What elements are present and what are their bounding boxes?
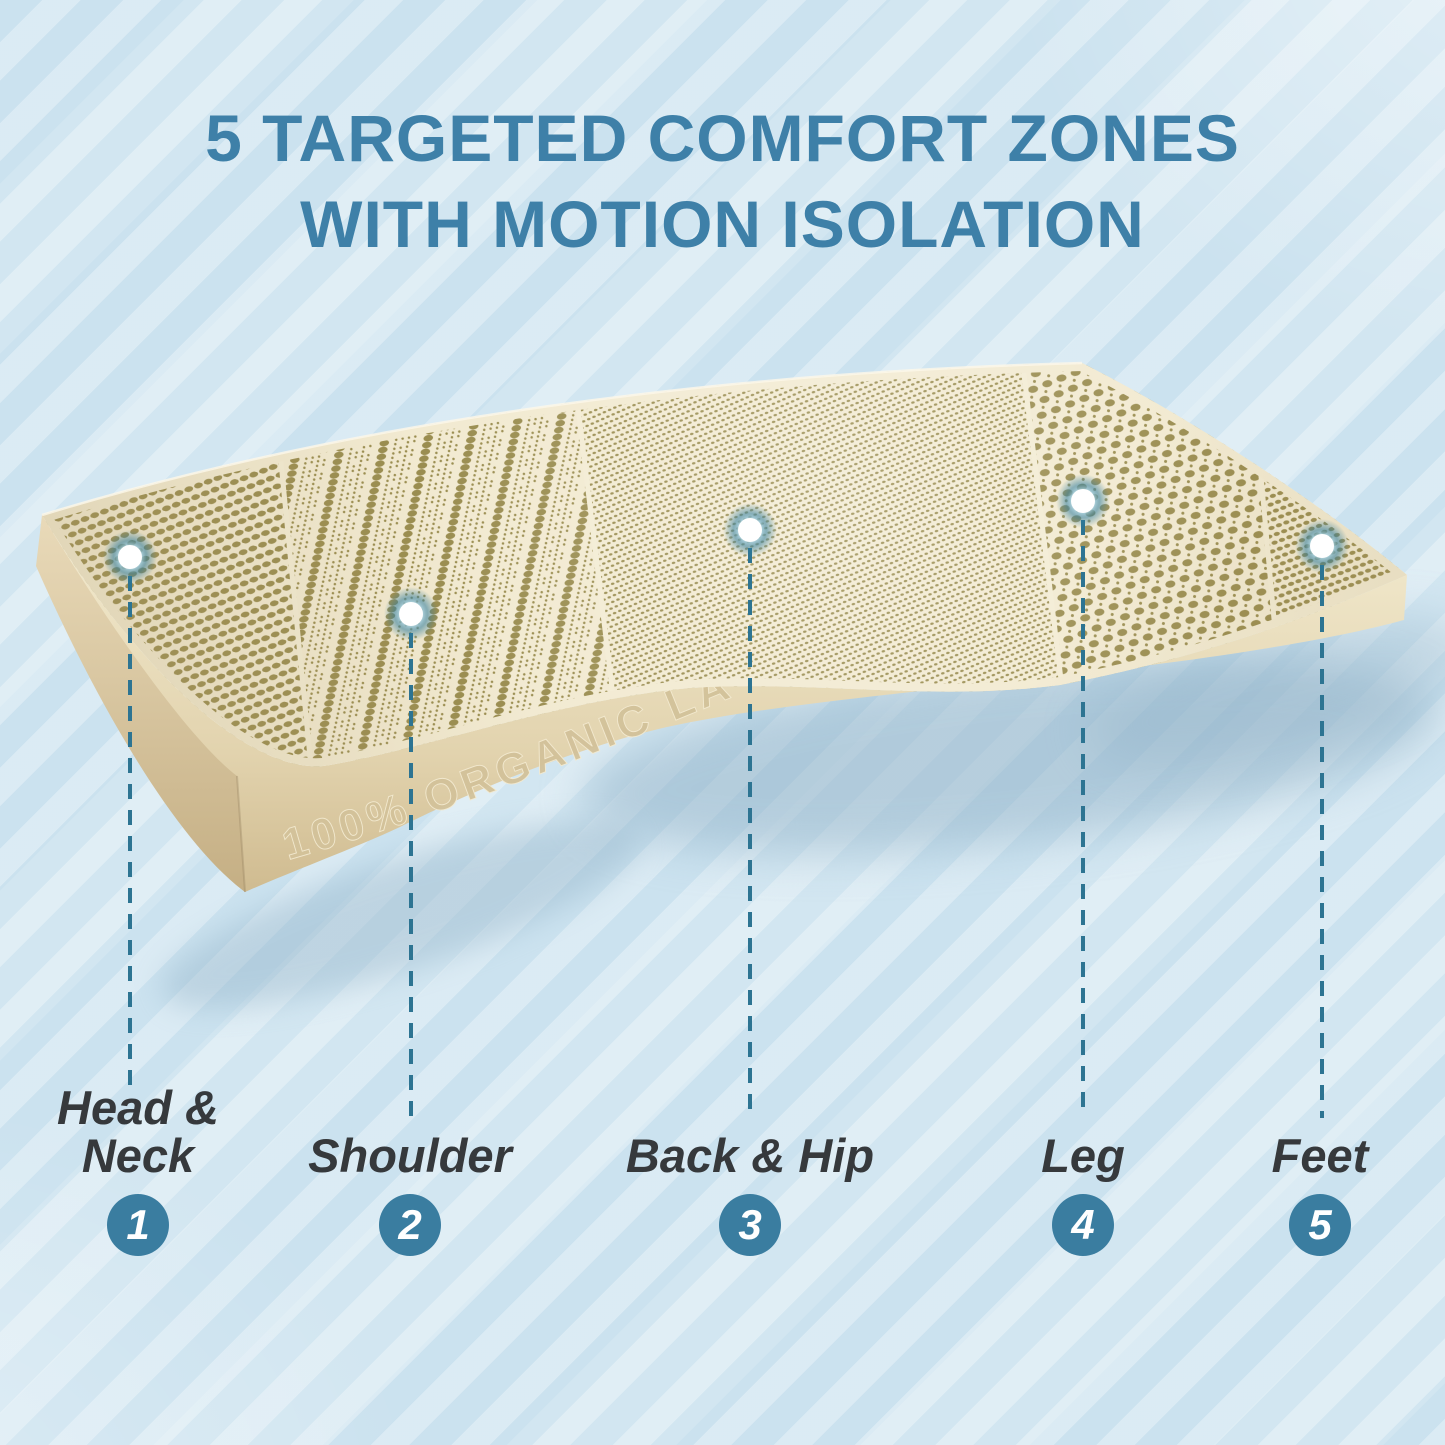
zone-name: Head & Neck bbox=[57, 1081, 219, 1183]
zone-number: 2 bbox=[398, 1201, 422, 1248]
mattress-shadow bbox=[161, 614, 1445, 1009]
zone-label-feet: Feet 5 bbox=[1170, 1086, 1445, 1296]
zone-number-badge: 3 bbox=[719, 1194, 781, 1256]
zone-label-leg: Leg 4 bbox=[933, 1086, 1233, 1296]
zone-number: 5 bbox=[1308, 1201, 1332, 1248]
zone-name: Back & Hip bbox=[626, 1086, 874, 1180]
zone-name: Feet bbox=[1272, 1086, 1369, 1180]
zone-marker-1 bbox=[103, 530, 157, 584]
zone-marker-3 bbox=[723, 503, 777, 557]
zone-label-head-neck: Head & Neck 1 bbox=[0, 1081, 288, 1296]
zone-name-line: Neck bbox=[81, 1129, 195, 1183]
zone-number-badge: 4 bbox=[1052, 1194, 1114, 1256]
zone-name: Leg bbox=[1041, 1086, 1125, 1180]
title-line-1: 5 TARGETED COMFORT ZONES bbox=[205, 101, 1240, 175]
mattress-end-face bbox=[36, 515, 245, 892]
zone-number-badge: 2 bbox=[379, 1194, 441, 1256]
zone-name-line: Leg bbox=[1041, 1129, 1125, 1183]
zone-name-line: Back & Hip bbox=[625, 1129, 875, 1183]
zone-name-line: Feet bbox=[1271, 1129, 1369, 1183]
zone-number: 1 bbox=[126, 1201, 150, 1248]
zone-number: 3 bbox=[738, 1201, 762, 1248]
zone-number-badge: 1 bbox=[107, 1194, 169, 1256]
zone-marker-5 bbox=[1295, 519, 1349, 573]
zone-label-back-hip: Back & Hip 3 bbox=[600, 1086, 900, 1296]
zone-marker-2 bbox=[384, 587, 438, 641]
zone-marker-4 bbox=[1056, 474, 1110, 528]
zone-name-line: Shoulder bbox=[308, 1129, 512, 1183]
zone-label-shoulder: Shoulder 2 bbox=[260, 1086, 560, 1296]
zone-name-line: Head & bbox=[57, 1081, 219, 1135]
title-line-2: WITH MOTION ISOLATION bbox=[300, 186, 1145, 261]
zone-markers bbox=[103, 474, 1349, 641]
zone-name: Shoulder bbox=[308, 1086, 512, 1180]
zone-number-badge: 5 bbox=[1289, 1194, 1351, 1256]
callout-lines bbox=[128, 520, 1324, 1118]
zone-number: 4 bbox=[1071, 1201, 1095, 1248]
page-title: 5 TARGETED COMFORT ZONES WITH MOTION ISO… bbox=[0, 96, 1445, 268]
